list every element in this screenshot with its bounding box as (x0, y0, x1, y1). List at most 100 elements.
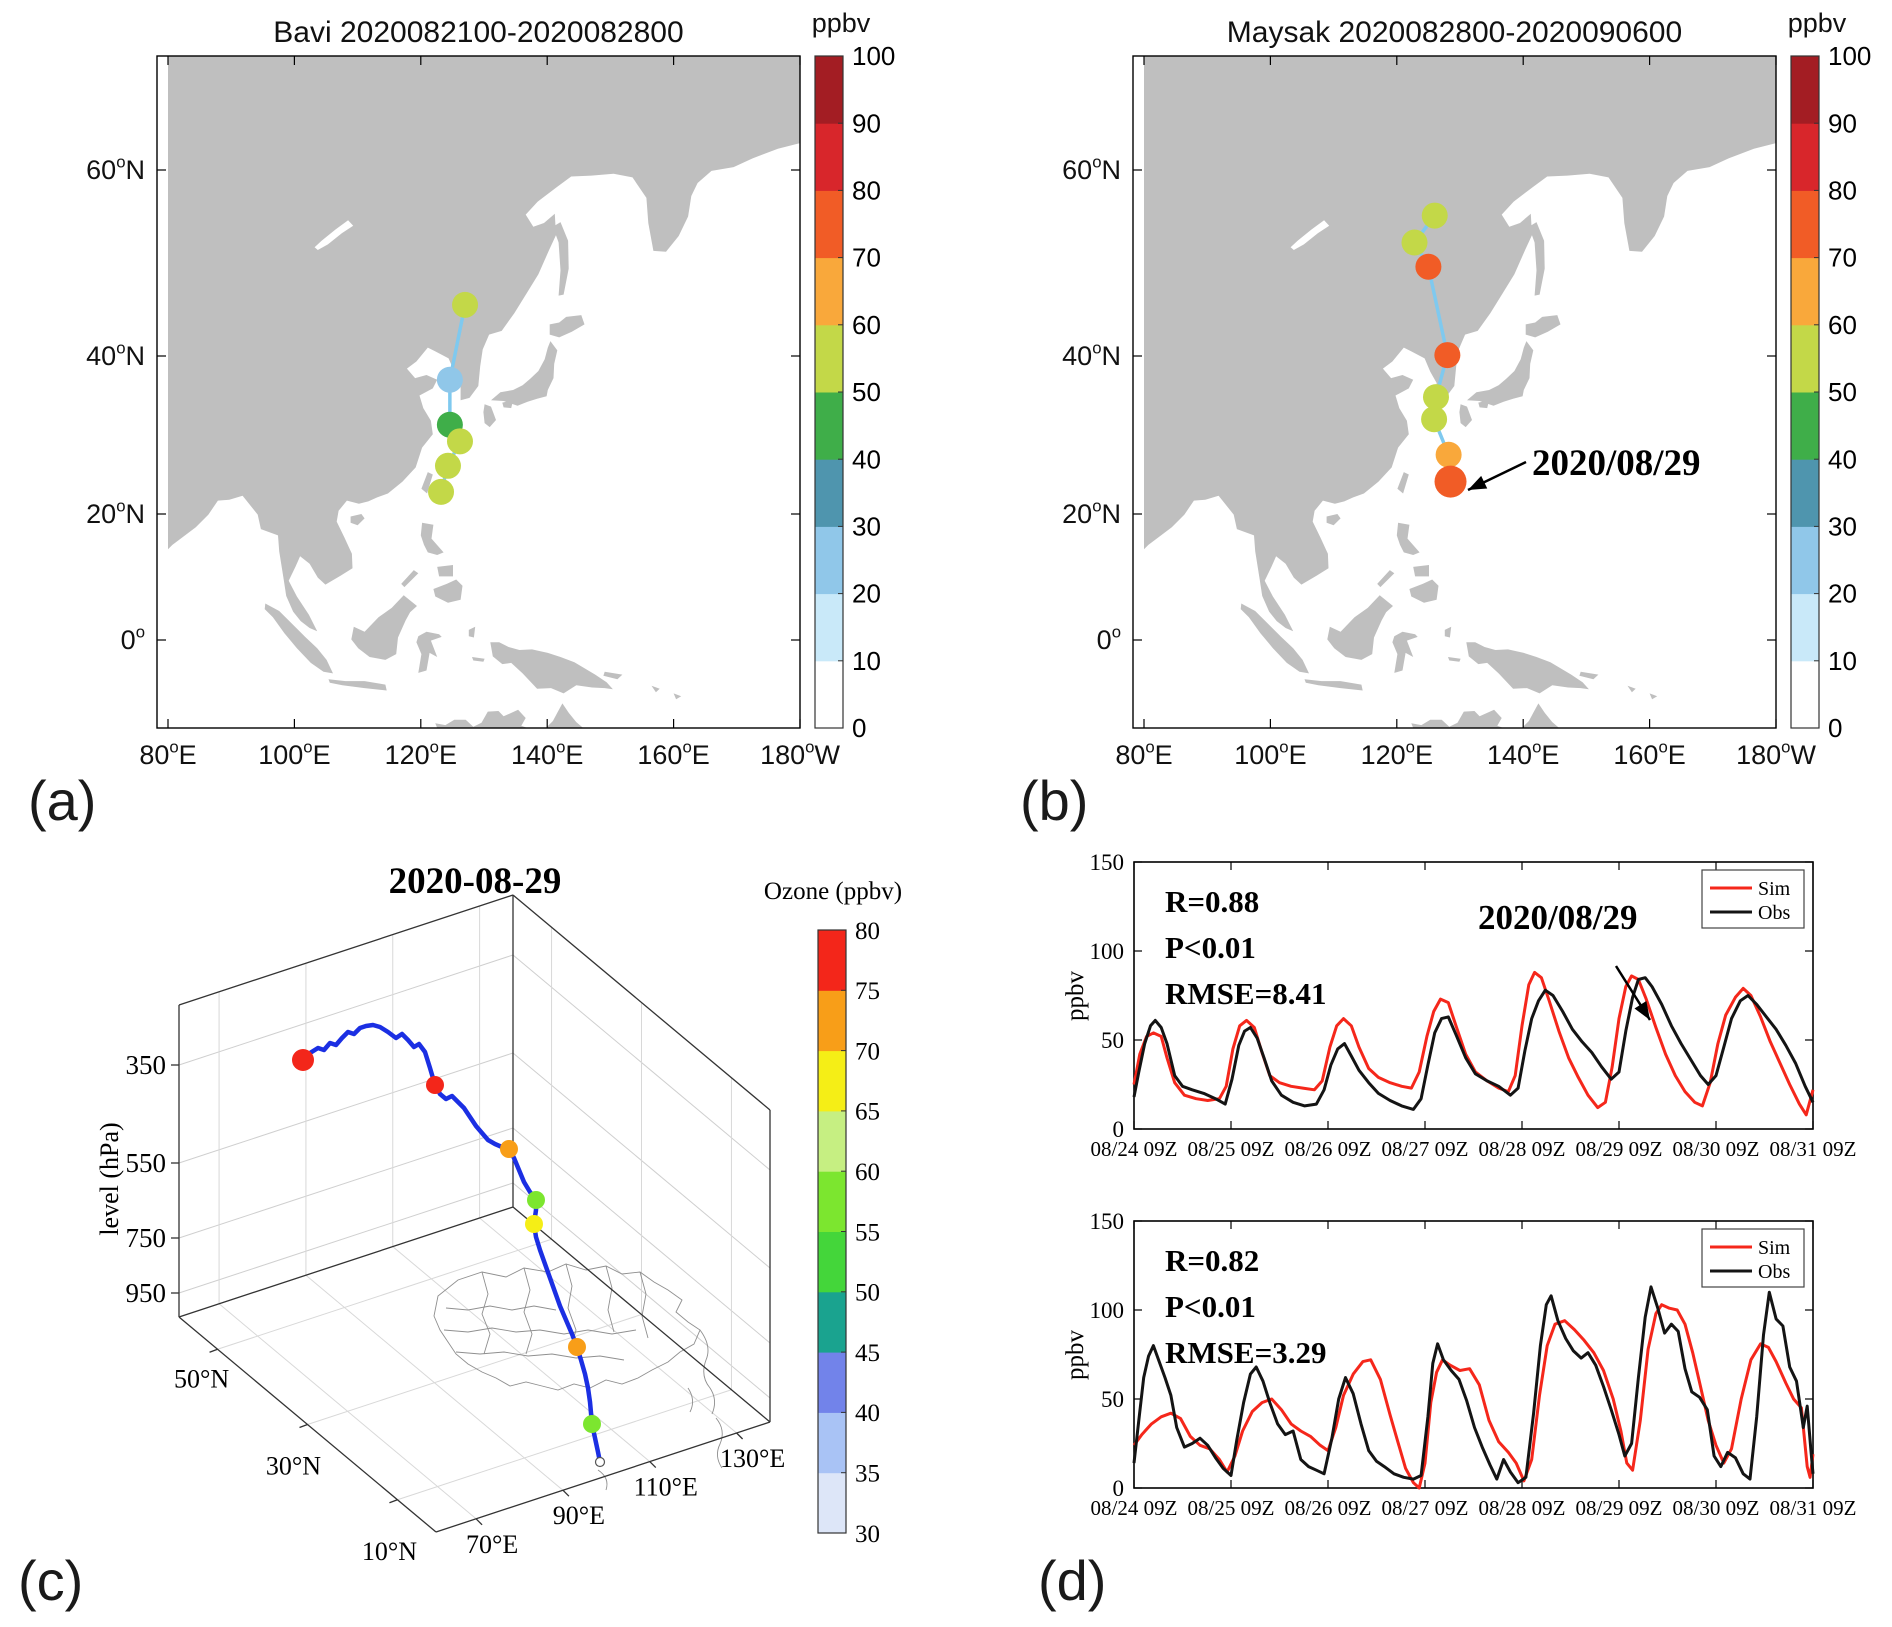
panel-b-colorbar-title: ppbv (1787, 8, 1847, 38)
annotation-arrow-b (1467, 460, 1527, 492)
svg-text:100: 100 (1090, 939, 1125, 964)
track-point (1421, 202, 1448, 229)
panel-b-title: Maysak 2020082800-2020090600 (1226, 16, 1683, 49)
land-a (168, 56, 800, 728)
svg-text:0o: 0o (121, 623, 145, 655)
svg-text:100: 100 (1090, 1298, 1125, 1323)
trajectory-marker (292, 1049, 314, 1071)
svg-text:140oE: 140oE (511, 738, 583, 770)
svg-text:80: 80 (852, 176, 881, 206)
svg-text:60: 60 (1828, 310, 1857, 340)
trajectory-marker (527, 1191, 545, 1209)
series-obs (1132, 1285, 1815, 1485)
svg-text:160oE: 160oE (1613, 738, 1685, 770)
svg-text:80oE: 80oE (139, 738, 196, 770)
track-point (1422, 384, 1449, 411)
track-point (1401, 229, 1428, 256)
svg-text:40oN: 40oN (1062, 339, 1121, 371)
colorbar: 0 10 20 30 40 50 60 70 80 90 100 (814, 41, 895, 743)
svg-text:50: 50 (1101, 1387, 1124, 1412)
svg-text:110°E: 110°E (634, 1473, 698, 1502)
storm-track-b (1401, 202, 1467, 498)
panel-b-annotation: 2020/08/29 (1532, 443, 1701, 484)
trajectory-marker (426, 1076, 444, 1094)
trajectory-marker (568, 1338, 586, 1356)
svg-text:750: 750 (126, 1223, 167, 1253)
track-point (436, 366, 463, 393)
svg-text:160oE: 160oE (637, 738, 709, 770)
svg-text:0: 0 (1113, 1476, 1125, 1501)
track-point (452, 291, 479, 318)
svg-text:40: 40 (1828, 444, 1857, 474)
panel-c-3d: 350 550 750 950 50°N 30°N 10°N 70°E 90°E 110°E 130… (126, 894, 880, 1566)
svg-text:Obs: Obs (1758, 1261, 1790, 1283)
svg-text:90: 90 (1828, 108, 1857, 138)
svg-text:20oN: 20oN (86, 497, 145, 529)
svg-text:08/27 09Z: 08/27 09Z (1382, 1137, 1469, 1161)
svg-text:950: 950 (126, 1278, 167, 1308)
svg-text:08/30 09Z: 08/30 09Z (1673, 1137, 1760, 1161)
panel-a-label: (a) (28, 769, 97, 832)
floor-map-china (433, 1263, 723, 1491)
ts-bottom: 08/24 09Z 08/25 09Z 08/26 09Z 08/27 09Z 08/2… (1090, 1209, 1857, 1520)
d-top-ylabel: ppbv (1062, 971, 1089, 1021)
svg-text:10°N: 10°N (362, 1537, 417, 1566)
svg-text:60: 60 (855, 1159, 880, 1186)
svg-text:40oN: 40oN (86, 339, 145, 371)
svg-text:80oE: 80oE (1115, 738, 1172, 770)
svg-text:60: 60 (852, 310, 881, 340)
svg-text:08/30 09Z: 08/30 09Z (1673, 1496, 1760, 1520)
trajectory-marker (583, 1415, 601, 1433)
svg-text:100oE: 100oE (1234, 738, 1306, 770)
svg-text:45: 45 (855, 1340, 880, 1367)
track-point (434, 452, 461, 479)
track-point (428, 478, 455, 505)
svg-text:08/26 09Z: 08/26 09Z (1285, 1137, 1372, 1161)
svg-text:70: 70 (855, 1038, 880, 1065)
svg-text:Obs: Obs (1758, 902, 1790, 924)
svg-text:10: 10 (852, 646, 881, 676)
svg-text:08/31 09Z: 08/31 09Z (1770, 1496, 1857, 1520)
svg-text:08/25 09Z: 08/25 09Z (1188, 1137, 1275, 1161)
d-top-stat-rmse: RMSE=8.41 (1165, 976, 1327, 1011)
track-point (1421, 406, 1448, 433)
track-point (1434, 342, 1461, 369)
svg-text:08/27 09Z: 08/27 09Z (1382, 1496, 1469, 1520)
axis-ticks-b (1133, 56, 1777, 728)
series-obs (1132, 976, 1815, 1111)
svg-text:0: 0 (1828, 713, 1842, 743)
svg-text:50°N: 50°N (174, 1364, 229, 1393)
svg-text:Sim: Sim (1758, 878, 1791, 900)
d-bottom-stat-r: R=0.82 (1165, 1243, 1260, 1278)
trajectory-marker (500, 1140, 518, 1158)
svg-text:0o: 0o (1097, 623, 1121, 655)
svg-text:550: 550 (126, 1148, 167, 1178)
svg-text:90: 90 (852, 108, 881, 138)
panel-c-title: 2020-08-29 (388, 861, 562, 902)
svg-text:30: 30 (855, 1521, 880, 1548)
svg-text:180oW: 180oW (1736, 738, 1816, 770)
svg-text:70: 70 (852, 243, 881, 273)
track-point (1435, 441, 1462, 468)
svg-text:130°E: 130°E (720, 1444, 785, 1473)
panel-b-label: (b) (1020, 769, 1089, 832)
svg-text:50: 50 (1828, 377, 1857, 407)
svg-text:140oE: 140oE (1487, 738, 1559, 770)
panel-a-colorbar-title: ppbv (811, 8, 871, 38)
svg-text:120oE: 120oE (1361, 738, 1433, 770)
panel-c-label: (c) (18, 1549, 84, 1612)
svg-text:08/24 09Z: 08/24 09Z (1091, 1137, 1178, 1161)
svg-text:0: 0 (852, 713, 866, 743)
track-point (446, 428, 473, 455)
colorbar: 30 35 40 45 50 55 60 65 70 75 80 (817, 918, 880, 1548)
svg-text:0: 0 (1113, 1117, 1125, 1142)
d-bottom-stat-p: P<0.01 (1165, 1289, 1256, 1324)
svg-text:180oW: 180oW (760, 738, 840, 770)
storm-track-a (428, 291, 479, 505)
svg-text:08/24 09Z: 08/24 09Z (1091, 1496, 1178, 1520)
svg-text:90°E: 90°E (553, 1501, 605, 1530)
grid-3d (178, 906, 771, 1520)
